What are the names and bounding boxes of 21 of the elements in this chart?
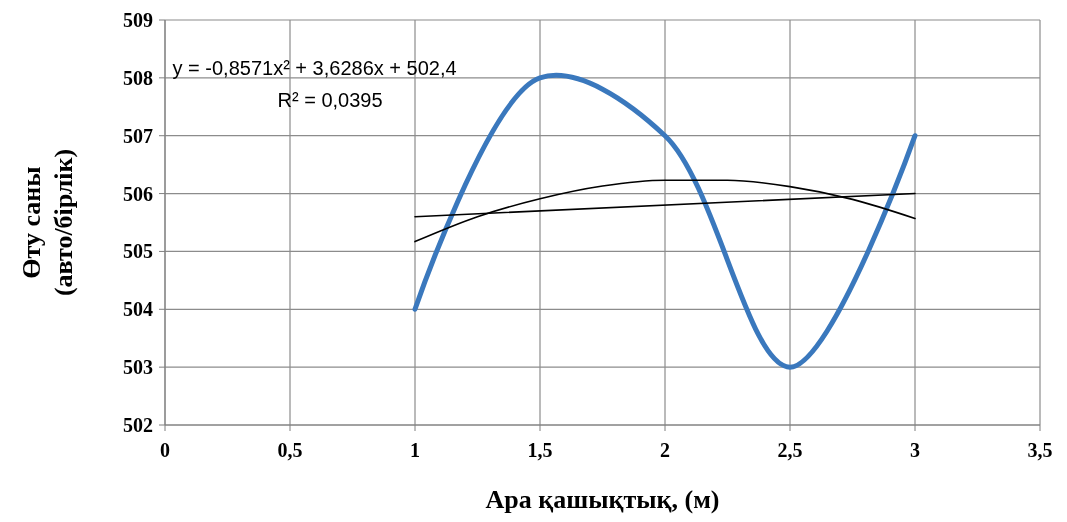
y-tick-label: 507 [123, 124, 153, 147]
x-tick-label: 3 [910, 439, 920, 461]
line-series [414, 179, 916, 243]
x-tick-label: 0,5 [277, 439, 303, 461]
y-tick-label: 502 [123, 414, 153, 436]
y-axis-title: Өту саны (авто/бірлік) [17, 148, 78, 297]
x-tick-label: 2,5 [777, 439, 803, 461]
y-tick-label: 506 [123, 182, 153, 205]
y-tick-label: 503 [123, 356, 153, 379]
y-tick-label: 508 [123, 66, 153, 89]
y-tick-label: 504 [123, 298, 153, 321]
x-tick-label: 1 [410, 439, 420, 461]
y-tick-label: 509 [123, 9, 153, 31]
x-tick-label: 0 [160, 439, 170, 461]
x-tick-label: 2 [660, 439, 670, 461]
x-tick-label: 3,5 [1027, 439, 1053, 461]
x-tick-label: 1,5 [527, 439, 553, 461]
x-axis-title: Ара қашықтық, (м) [485, 485, 720, 514]
annotation: R² = 0,0395 [277, 88, 383, 111]
annotation: y = -0,8571x² + 3,6286x + 502,4 [172, 56, 457, 79]
y-tick-label: 505 [123, 240, 153, 263]
